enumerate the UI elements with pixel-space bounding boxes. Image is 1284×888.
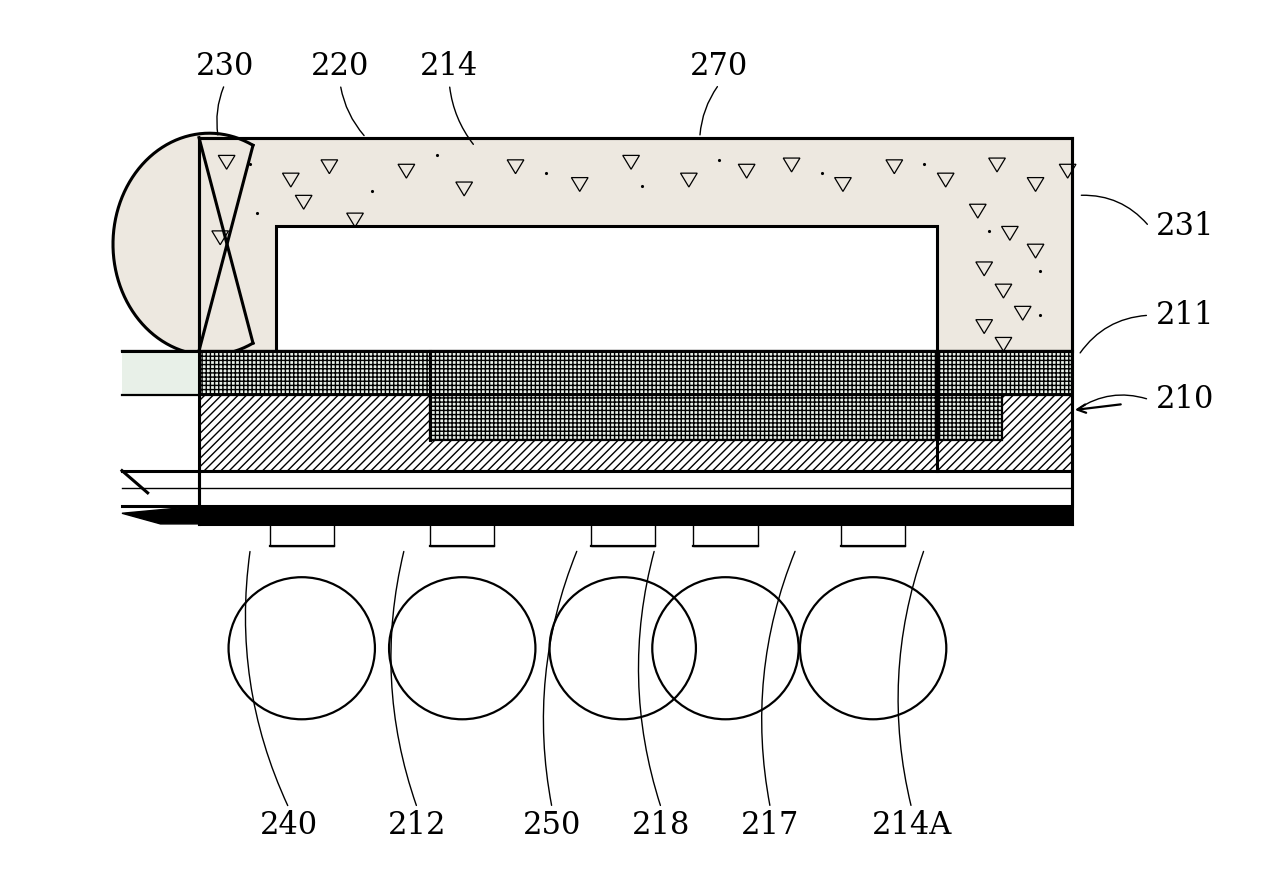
Bar [199,471,1072,506]
Bar [199,506,1072,524]
Bar [122,351,199,395]
Bar [199,138,1072,351]
Bar [199,351,1072,395]
Text: 250: 250 [523,811,582,841]
Bar [430,524,494,546]
Text: 231: 231 [1156,211,1215,242]
Text: 240: 240 [259,811,318,841]
Text: 218: 218 [632,811,691,841]
Text: 211: 211 [1156,300,1215,330]
Text: 220: 220 [311,52,370,82]
Bar [841,524,905,546]
Text: 210: 210 [1156,385,1213,415]
Bar [591,524,655,546]
Bar [122,351,199,471]
Text: 212: 212 [388,811,447,841]
Polygon shape [122,506,199,524]
Bar [430,395,1002,440]
Polygon shape [113,133,253,355]
Text: 270: 270 [690,52,749,82]
Text: 214A: 214A [872,811,951,841]
Text: 230: 230 [195,52,254,82]
Bar [276,226,937,351]
Text: 214: 214 [420,52,479,82]
Bar [270,524,334,546]
Bar [199,351,1072,471]
Bar [693,524,758,546]
Text: 217: 217 [741,811,800,841]
